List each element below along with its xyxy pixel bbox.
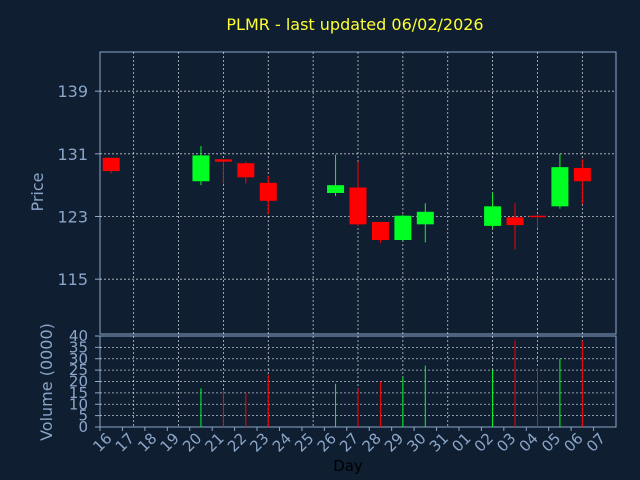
candle-body: [551, 167, 569, 207]
volume-tick-label: 10: [69, 395, 88, 413]
candle-body: [327, 185, 345, 193]
candle-body: [528, 215, 546, 218]
volume-tick-label: 25: [69, 361, 88, 379]
x-axis-label: Day: [333, 457, 363, 475]
volume-axis-label: Volume (0000): [37, 323, 56, 441]
volume-tick-label: 0: [78, 418, 88, 436]
date-tick-label: 07: [583, 429, 609, 455]
x-axis: 1617181920212223242526272829303101020304…: [89, 427, 609, 456]
price-tick-label: 115: [57, 270, 88, 289]
price-tick-label: 131: [57, 145, 88, 164]
candle-body: [192, 155, 210, 182]
price-panel: 115 123 131 139: [57, 51, 617, 335]
candle-body: [416, 211, 434, 225]
candle-body: [237, 163, 255, 178]
candle-body: [349, 187, 367, 225]
volume-tick-label: 20: [69, 373, 88, 391]
candle-body: [259, 182, 277, 201]
volume-tick-label: 40: [69, 327, 88, 345]
volume-tick-label: 35: [69, 338, 88, 356]
volume-tick-label: 15: [69, 384, 88, 402]
candle-body: [573, 167, 591, 182]
chart-title: PLMR - last updated 06/02/2026: [226, 15, 483, 34]
candle-body: [371, 221, 389, 240]
candle-body: [102, 157, 120, 172]
candle-body: [506, 217, 524, 226]
price-axis-label: Price: [28, 172, 47, 211]
candle-body: [394, 215, 412, 240]
price-tick-label: 139: [57, 82, 88, 101]
volume-tick-label: 5: [78, 407, 88, 425]
candle-body: [214, 159, 232, 162]
volume-tick-label: 30: [69, 350, 88, 368]
price-tick-label: 123: [57, 208, 88, 227]
candle-body: [484, 206, 502, 226]
